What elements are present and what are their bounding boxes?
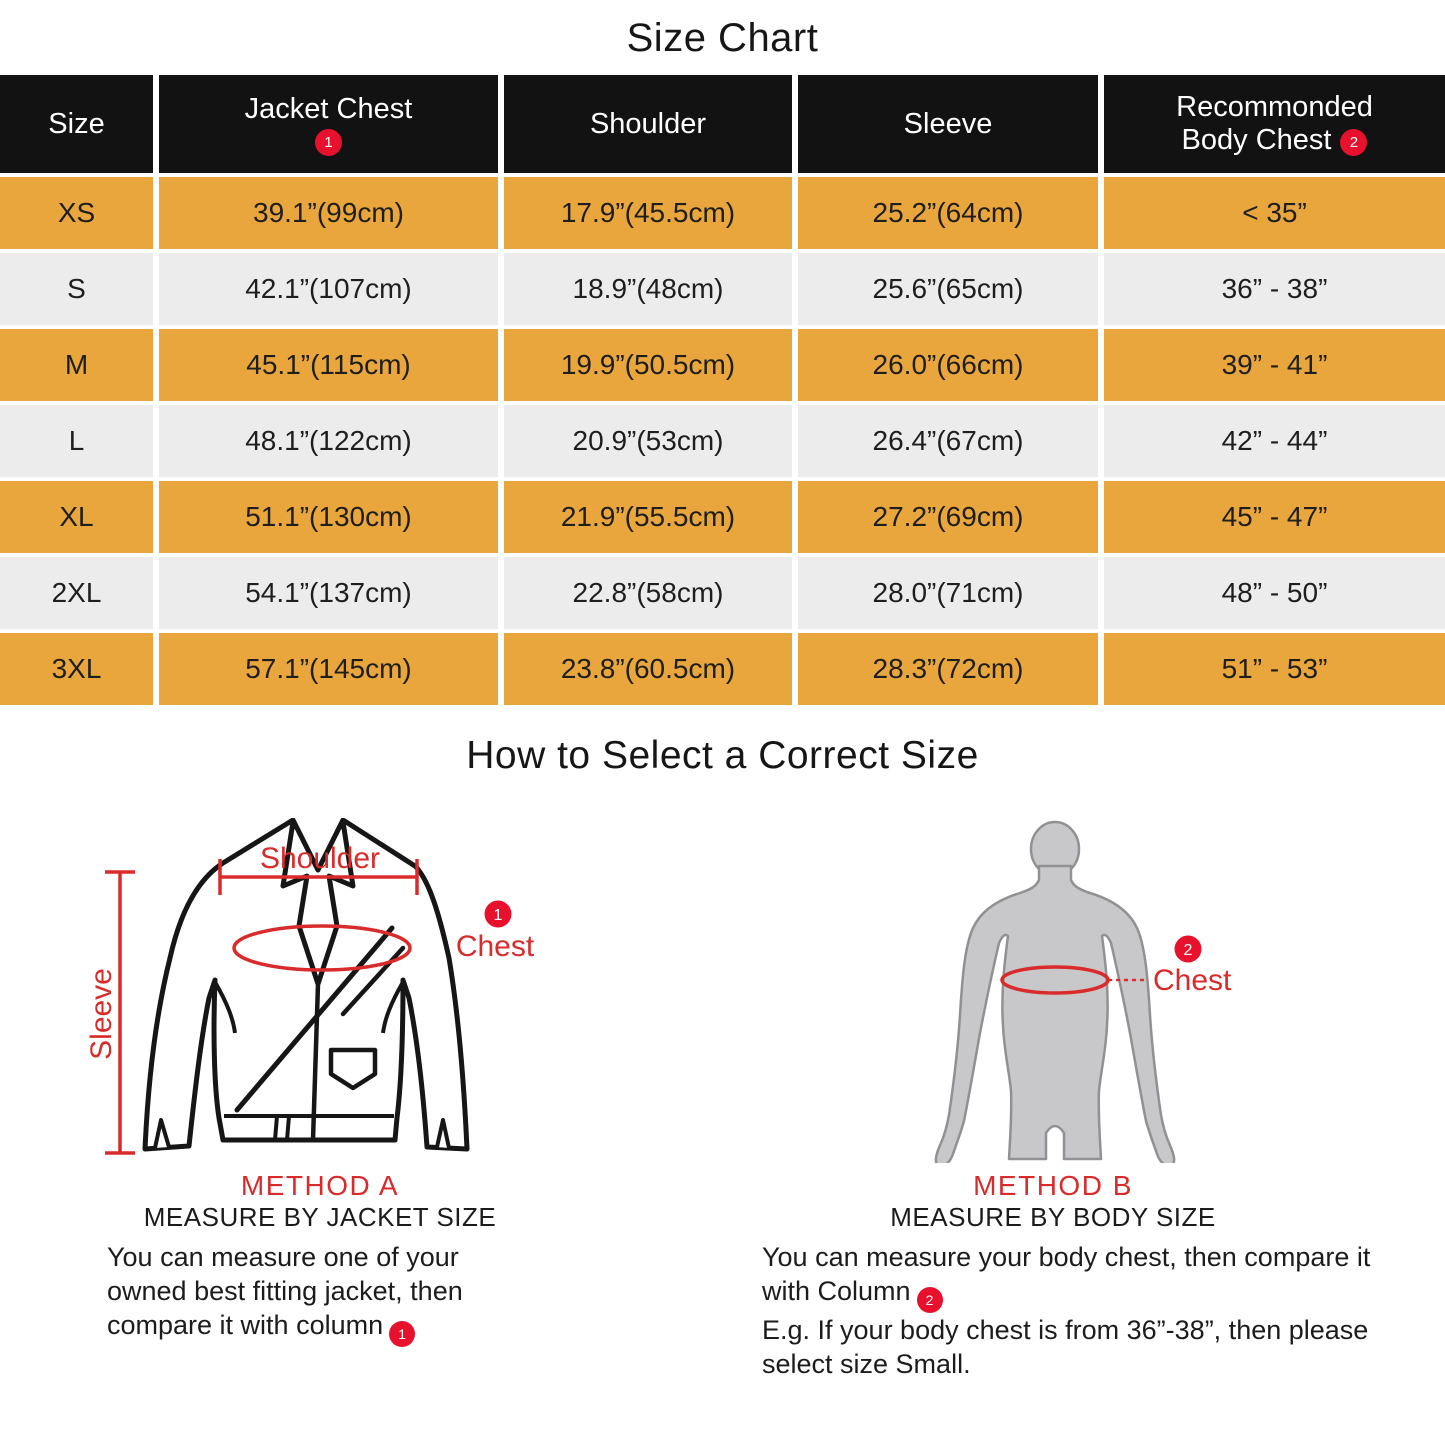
method-b-inline-badge: 2 [916,1287,943,1313]
jacket-side-seam-left [213,981,237,1034]
cell-size: L [0,405,153,477]
cell-size: 2XL [0,557,153,629]
header-size: Size [0,75,153,173]
cell-shoulder: 23.8”(60.5cm) [504,633,792,705]
header-size-label: Size [48,107,105,140]
method-a-subtitle: MEASURE BY JACKET SIZE [143,1202,497,1232]
method-a-inline-badge: 1 [389,1321,416,1347]
method-a-description-text: You can measure one of your owned best f… [107,1240,507,1347]
method-b-subtitle: MEASURE BY BODY SIZE [890,1202,1216,1232]
cell-jacket-chest: 42.1”(107cm) [159,253,498,325]
jacket-waistband [224,1114,394,1141]
method-a-description-span: You can measure one of your owned best f… [107,1242,463,1340]
cell-sleeve: 26.0”(66cm) [798,329,1098,401]
cell-size: M [0,329,153,401]
cell-shoulder: 20.9”(53cm) [504,405,792,477]
method-b-title: METHOD B [973,1170,1133,1201]
column-2-badge: 2 [1340,128,1368,156]
cell-size: S [0,253,153,325]
header-body-chest-line2: Body Chest [1181,124,1332,156]
cell-shoulder: 22.8”(58cm) [504,557,792,629]
cell-sleeve: 28.3”(72cm) [798,633,1098,705]
cell-body-chest: < 35” [1104,177,1445,249]
cell-shoulder: 21.9”(55.5cm) [504,481,792,553]
cell-size: 3XL [0,633,153,705]
method-b-example-text: E.g. If your body chest is from 36”-38”,… [762,1315,1369,1379]
chest-badge-2-number: 2 [1184,942,1193,959]
chest-badge-2-circle [1174,935,1202,963]
cell-sleeve: 28.0”(71cm) [798,557,1098,629]
cell-jacket-chest: 54.1”(137cm) [159,557,498,629]
chest-badge-1-number: 1 [494,907,503,924]
header-body-chest-line2-wrap: Body Chest 2 [1182,124,1368,157]
page-title: Size Chart [626,16,819,60]
header-body-chest-line1: Recommonded [1176,91,1373,123]
header-shoulder: Shoulder [504,75,792,173]
cell-sleeve: 25.2”(64cm) [798,177,1098,249]
cell-jacket-chest: 57.1”(145cm) [159,633,498,705]
jacket-outline-drawing [142,818,470,1152]
header-jacket-chest: Jacket Chest 1 [159,75,498,173]
cell-body-chest: 36” - 38” [1104,253,1445,325]
cell-sleeve: 27.2”(69cm) [798,481,1098,553]
method-b-description-text: You can measure your body chest, then co… [762,1240,1422,1313]
jacket-zip-diagonal [234,925,395,1113]
cell-sleeve: 25.6”(65cm) [798,253,1098,325]
cell-jacket-chest: 45.1”(115cm) [159,329,498,401]
jacket-cuff-notch-right [435,1118,451,1149]
size-chart-table: Size Jacket Chest 1 Shoulder Sleeve Reco… [0,75,1445,705]
shoulder-measure-label: Shoulder [260,842,380,875]
method-a-title: METHOD A [240,1170,400,1201]
cell-jacket-chest: 48.1”(122cm) [159,405,498,477]
cell-body-chest: 48” - 50” [1104,557,1445,629]
cell-jacket-chest: 39.1”(99cm) [159,177,498,249]
jacket-pocket [328,1047,378,1091]
method-b-description-span: You can measure your body chest, then co… [762,1242,1371,1306]
jacket-measure-illustration: Shoulder Sleeve 1 Chest [85,818,535,1155]
section-title: How to Select a Correct Size [466,734,979,777]
jacket-chest-label: Chest [456,930,535,963]
cell-body-chest: 51” - 53” [1104,633,1445,705]
header-body-chest: Recommonded Body Chest 2 [1104,75,1445,173]
header-jacket-chest-label: Jacket Chest [244,92,413,125]
body-measure-illustration: 2 Chest [934,820,1232,1163]
cell-body-chest: 39” - 41” [1104,329,1445,401]
cell-shoulder: 17.9”(45.5cm) [504,177,792,249]
jacket-side-seam-right [381,981,405,1034]
cell-body-chest: 45” - 47” [1104,481,1445,553]
header-shoulder-label: Shoulder [589,107,707,140]
cell-shoulder: 18.9”(48cm) [504,253,792,325]
header-sleeve: Sleeve [798,75,1098,173]
sleeve-measure-label: Sleeve [85,968,118,1060]
jacket-chest-ellipse [232,924,412,972]
jacket-cuff-notch-left [153,1118,171,1149]
cell-sleeve: 26.4”(67cm) [798,405,1098,477]
cell-size: XL [0,481,153,553]
cell-jacket-chest: 51.1”(130cm) [159,481,498,553]
method-b-description: You can measure your body chest, then co… [762,1240,1422,1381]
jacket-zip-diagonal-2 [340,945,406,1017]
body-silhouette [934,864,1176,1163]
cell-size: XS [0,177,153,249]
body-chest-label: Chest [1153,964,1232,997]
cell-shoulder: 19.9”(50.5cm) [504,329,792,401]
method-a-description: You can measure one of your owned best f… [107,1240,507,1347]
chest-badge-1-circle [484,900,512,928]
cell-body-chest: 42” - 44” [1104,405,1445,477]
column-1-badge: 1 [315,128,342,156]
header-sleeve-label: Sleeve [903,107,993,140]
